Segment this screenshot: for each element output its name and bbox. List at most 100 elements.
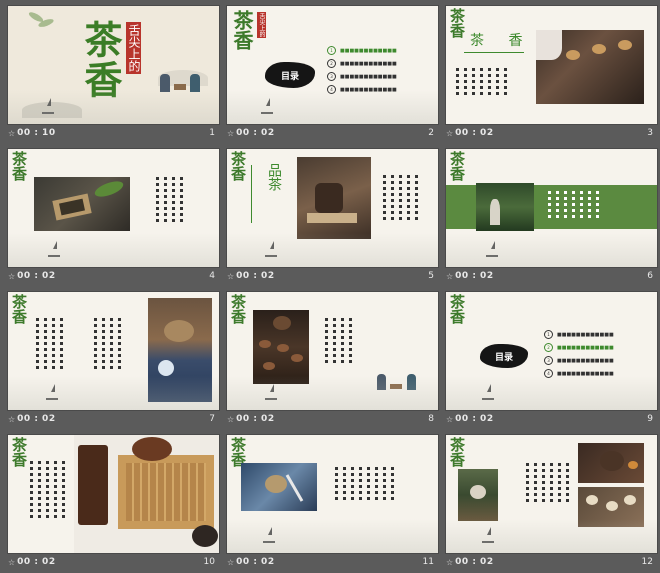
slide-preview[interactable]: 茶香 品茶 <box>227 149 438 267</box>
slide-meta: ☆ 00 : 02 4 <box>8 269 219 285</box>
slide-preview[interactable]: 茶香 <box>446 149 657 267</box>
slide-preview[interactable]: 茶香 <box>446 435 657 553</box>
logo: 茶香 <box>229 151 247 181</box>
toc-item: 4■■■■■■■■■■■■ <box>544 369 614 378</box>
slide-preview[interactable]: 茶香 茶 香 <box>446 6 657 124</box>
slide-meta: ☆ 00 : 02 6 <box>446 269 657 285</box>
toc-item: 1 ■■■■■■■■■■■■ <box>327 46 397 55</box>
slide-thumbnail-6[interactable]: 茶香 ☆ 00 : 02 6 <box>446 149 657 287</box>
slide-heading: 品茶 <box>266 163 282 191</box>
slide-preview[interactable]: 茶香 舌尖上的 <box>8 6 219 124</box>
slide-meta: ☆ 00 : 02 8 <box>227 412 438 428</box>
body-text <box>156 177 183 222</box>
star-icon: ☆ <box>227 271 235 281</box>
slide-thumbnail-8[interactable]: 茶香 ☆ 00 : 02 8 <box>227 292 438 430</box>
slide-thumbnail-12[interactable]: 茶香 ☆ 00 <box>446 435 657 573</box>
body-text <box>30 461 65 518</box>
slide-sorter-grid: 茶香 舌尖上的 ☆ 00 : 10 1 茶香 舌尖上的 目录 1 ■■■■■■■■■… <box>8 6 657 567</box>
star-icon: ☆ <box>446 414 454 424</box>
boat-decoration <box>482 384 494 400</box>
tea-pouring-photo <box>458 469 498 521</box>
mist-decoration <box>227 233 438 267</box>
body-text <box>548 191 599 218</box>
slide-timing: 00 : 02 <box>236 271 275 281</box>
boat-decoration <box>265 241 277 257</box>
slide-timing: 00 : 02 <box>17 414 56 424</box>
slide-preview[interactable]: 茶香 <box>8 292 219 410</box>
mist-decoration <box>227 376 438 410</box>
teapot-photo <box>148 298 212 402</box>
toc-item: 2 ■■■■■■■■■■■■ <box>544 343 614 352</box>
slide-timing: 00 : 10 <box>17 128 56 138</box>
slide-preview[interactable]: 茶香 目录 1 ■■■■■■■■■■■■ 2 ■■■■■■■■■■■■ 3 ■■■■■… <box>446 292 657 410</box>
body-text <box>526 463 569 502</box>
boat-decoration <box>486 241 498 257</box>
toc-item: 3 ■■■■■■■■■■■■ <box>544 356 614 365</box>
slide-thumbnail-11[interactable]: 茶香 ☆ 00 : 02 11 <box>227 435 438 573</box>
tea-set-photo <box>253 310 309 384</box>
slide-timing: 00 : 02 <box>17 271 56 281</box>
star-icon: ☆ <box>227 414 235 424</box>
slide-meta: ☆ 00 : 10 1 <box>8 126 219 142</box>
slide-number: 10 <box>203 557 215 567</box>
boat-decoration <box>261 98 273 114</box>
slide-number: 3 <box>647 128 653 138</box>
slide-preview[interactable]: 茶香 <box>227 292 438 410</box>
slide-thumbnail-9[interactable]: 茶香 目录 1 ■■■■■■■■■■■■ 2 ■■■■■■■■■■■■ 3 ■■■■■… <box>446 292 657 430</box>
slide-title: 茶香 <box>78 20 123 100</box>
slide-preview[interactable]: 茶香 <box>8 435 219 553</box>
slide-meta: ☆ 00 : 02 7 <box>8 412 219 428</box>
boat-decoration <box>265 384 277 400</box>
toc-item: 4■■■■■■■■■■■■ <box>327 85 397 94</box>
tea-tray-photo <box>74 435 219 553</box>
slide-number: 7 <box>209 414 215 424</box>
slide-number: 5 <box>428 271 434 281</box>
slide-timing: 00 : 02 <box>455 128 494 138</box>
body-text <box>325 318 352 363</box>
slide-thumbnail-7[interactable]: 茶香 ☆ 00 : 02 7 <box>8 292 219 430</box>
boat-decoration <box>48 241 60 257</box>
boat-decoration <box>482 527 494 543</box>
slide-thumbnail-10[interactable]: 茶香 ☆ 00 : 02 10 <box>8 435 219 573</box>
slide-timing: 00 : 02 <box>236 128 275 138</box>
slide-timing: 00 : 02 <box>455 557 494 567</box>
boat-decoration <box>263 527 275 543</box>
slide-thumbnail-1[interactable]: 茶香 舌尖上的 ☆ 00 : 10 1 <box>8 6 219 144</box>
slide-timing: 00 : 02 <box>236 414 275 424</box>
slide-thumbnail-4[interactable]: 茶香 ☆ 00 : 02 4 <box>8 149 219 287</box>
tea-cups-photo <box>578 487 644 527</box>
logo: 茶香 <box>230 10 254 50</box>
slide-number: 6 <box>647 271 653 281</box>
body-text <box>94 318 121 369</box>
heading-divider <box>251 165 252 223</box>
heading-underline <box>464 52 524 53</box>
tea-leaves-photo <box>34 177 130 231</box>
blue-cloth-teapot-photo <box>241 463 317 511</box>
slide-heading: 茶 香 <box>470 33 533 49</box>
star-icon: ☆ <box>446 128 454 138</box>
slide-thumbnail-2[interactable]: 茶香 舌尖上的 目录 1 ■■■■■■■■■■■■ 2 ■■■■■■■■■■■■ 3… <box>227 6 438 144</box>
slide-preview[interactable]: 茶香 <box>227 435 438 553</box>
logo: 茶香 <box>448 437 466 467</box>
slide-meta: ☆ 00 : 02 5 <box>227 269 438 285</box>
slide-number: 9 <box>647 414 653 424</box>
toc-item: 1 ■■■■■■■■■■■■ <box>544 330 614 339</box>
slide-preview[interactable]: 茶香 舌尖上的 目录 1 ■■■■■■■■■■■■ 2 ■■■■■■■■■■■■ 3… <box>227 6 438 124</box>
title-seal: 舌尖上的 <box>126 22 141 74</box>
toc-list: 1 ■■■■■■■■■■■■ 2 ■■■■■■■■■■■■ 3 ■■■■■■■■■■■… <box>544 330 614 378</box>
logo: 茶香 <box>10 437 28 467</box>
tea-people-illustration <box>156 70 206 96</box>
body-text <box>456 68 507 95</box>
slide-meta: ☆ 00 : 02 9 <box>446 412 657 428</box>
slide-meta: ☆ 00 : 02 2 <box>227 126 438 142</box>
slide-timing: 00 : 02 <box>17 557 56 567</box>
slide-number: 4 <box>209 271 215 281</box>
logo: 茶香 <box>10 294 28 324</box>
star-icon: ☆ <box>227 128 235 138</box>
mist-decoration <box>446 233 657 267</box>
slide-thumbnail-5[interactable]: 茶香 品茶 ☆ 00 : 02 5 <box>227 149 438 287</box>
slide-meta: ☆ 00 : 02 10 <box>8 555 219 571</box>
slide-preview[interactable]: 茶香 <box>8 149 219 267</box>
mist-decoration <box>227 90 438 124</box>
slide-thumbnail-3[interactable]: 茶香 茶 香 ☆ 00 : 02 3 <box>446 6 657 144</box>
